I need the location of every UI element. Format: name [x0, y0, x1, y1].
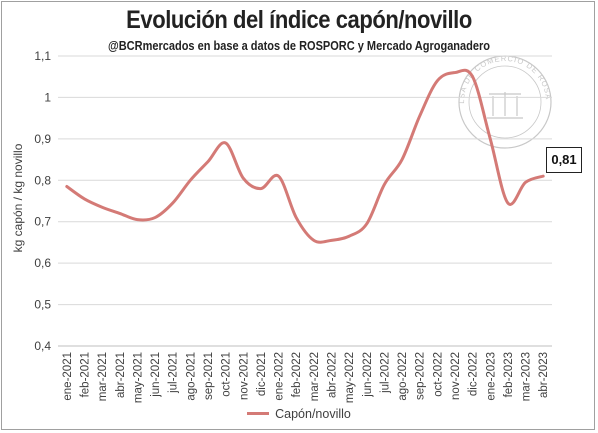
legend: Capón/novillo	[0, 407, 598, 421]
gridlines	[58, 55, 552, 347]
x-tick-label: ene-2022	[274, 352, 286, 401]
chart-title: Evolución del índice capón/novillo	[126, 6, 472, 34]
x-tick-label: ago-2021	[185, 352, 197, 401]
y-tick-label: 1	[44, 90, 51, 104]
x-tick-label: abr-2021	[115, 352, 127, 398]
x-tick-label: dic-2021	[256, 352, 268, 396]
x-tick-label: mar-2021	[97, 352, 109, 401]
legend-swatch	[247, 412, 270, 416]
x-tick-label: mar-2023	[521, 352, 533, 401]
x-tick-label: jul-2022	[379, 352, 391, 394]
x-tick-label: abr-2022	[326, 352, 338, 398]
y-axis-label: kg capón / kg novillo	[11, 143, 25, 252]
legend-label: Capón/novillo	[275, 407, 351, 421]
x-axis-ticks: ene-2021 feb-2021 mar-2021 abr-2021 may-2021…	[62, 352, 550, 403]
y-tick-label: 0,8	[34, 173, 51, 187]
x-tick-label: may-2021	[132, 352, 144, 403]
watermark-inner-ring	[468, 65, 542, 139]
x-tick-label: may-2022	[344, 352, 356, 403]
watermark-building-icon	[487, 92, 523, 119]
x-tick-label: nov-2021	[238, 352, 250, 400]
x-tick-label: ene-2021	[62, 352, 74, 401]
y-tick-label: 0,6	[34, 256, 51, 270]
x-tick-label: jul-2021	[168, 352, 180, 394]
x-tick-label: oct-2022	[432, 352, 444, 397]
x-tick-label: feb-2022	[291, 352, 303, 397]
x-tick-label: dic-2022	[468, 352, 480, 396]
series-group	[65, 68, 545, 244]
x-tick-label: abr-2023	[538, 352, 550, 398]
x-tick-label: jun-2021	[150, 352, 162, 398]
chart-subtitle: @BCRmercados en base a datos de ROSPORC …	[108, 39, 490, 53]
y-tick-label: 0,9	[34, 132, 51, 146]
watermark-text: BOLSA DE COMERCIO DE ROSARIO	[0, 0, 553, 104]
y-tick-label: 0,7	[34, 215, 51, 229]
series-line	[65, 68, 545, 244]
x-tick-label: jun-2022	[362, 352, 374, 398]
x-tick-label: ene-2023	[485, 352, 497, 401]
x-tick-label: ago-2022	[397, 352, 409, 401]
x-tick-label: mar-2022	[309, 352, 321, 401]
x-tick-label: nov-2022	[450, 352, 462, 400]
x-tick-label: feb-2023	[503, 352, 515, 397]
x-tick-label: sep-2021	[203, 352, 215, 400]
y-axis-ticks: 0,4 0,5 0,6 0,7 0,8 0,9 1 1,1	[34, 49, 51, 353]
y-tick-label: 0,5	[34, 298, 51, 312]
y-tick-label: 1,1	[34, 49, 51, 63]
y-tick-label: 0,4	[34, 339, 51, 353]
x-tick-label: sep-2022	[415, 352, 427, 400]
x-tick-label: feb-2021	[79, 352, 91, 397]
last-value-callout: 0,81	[546, 147, 582, 173]
x-tick-label: oct-2021	[221, 352, 233, 397]
